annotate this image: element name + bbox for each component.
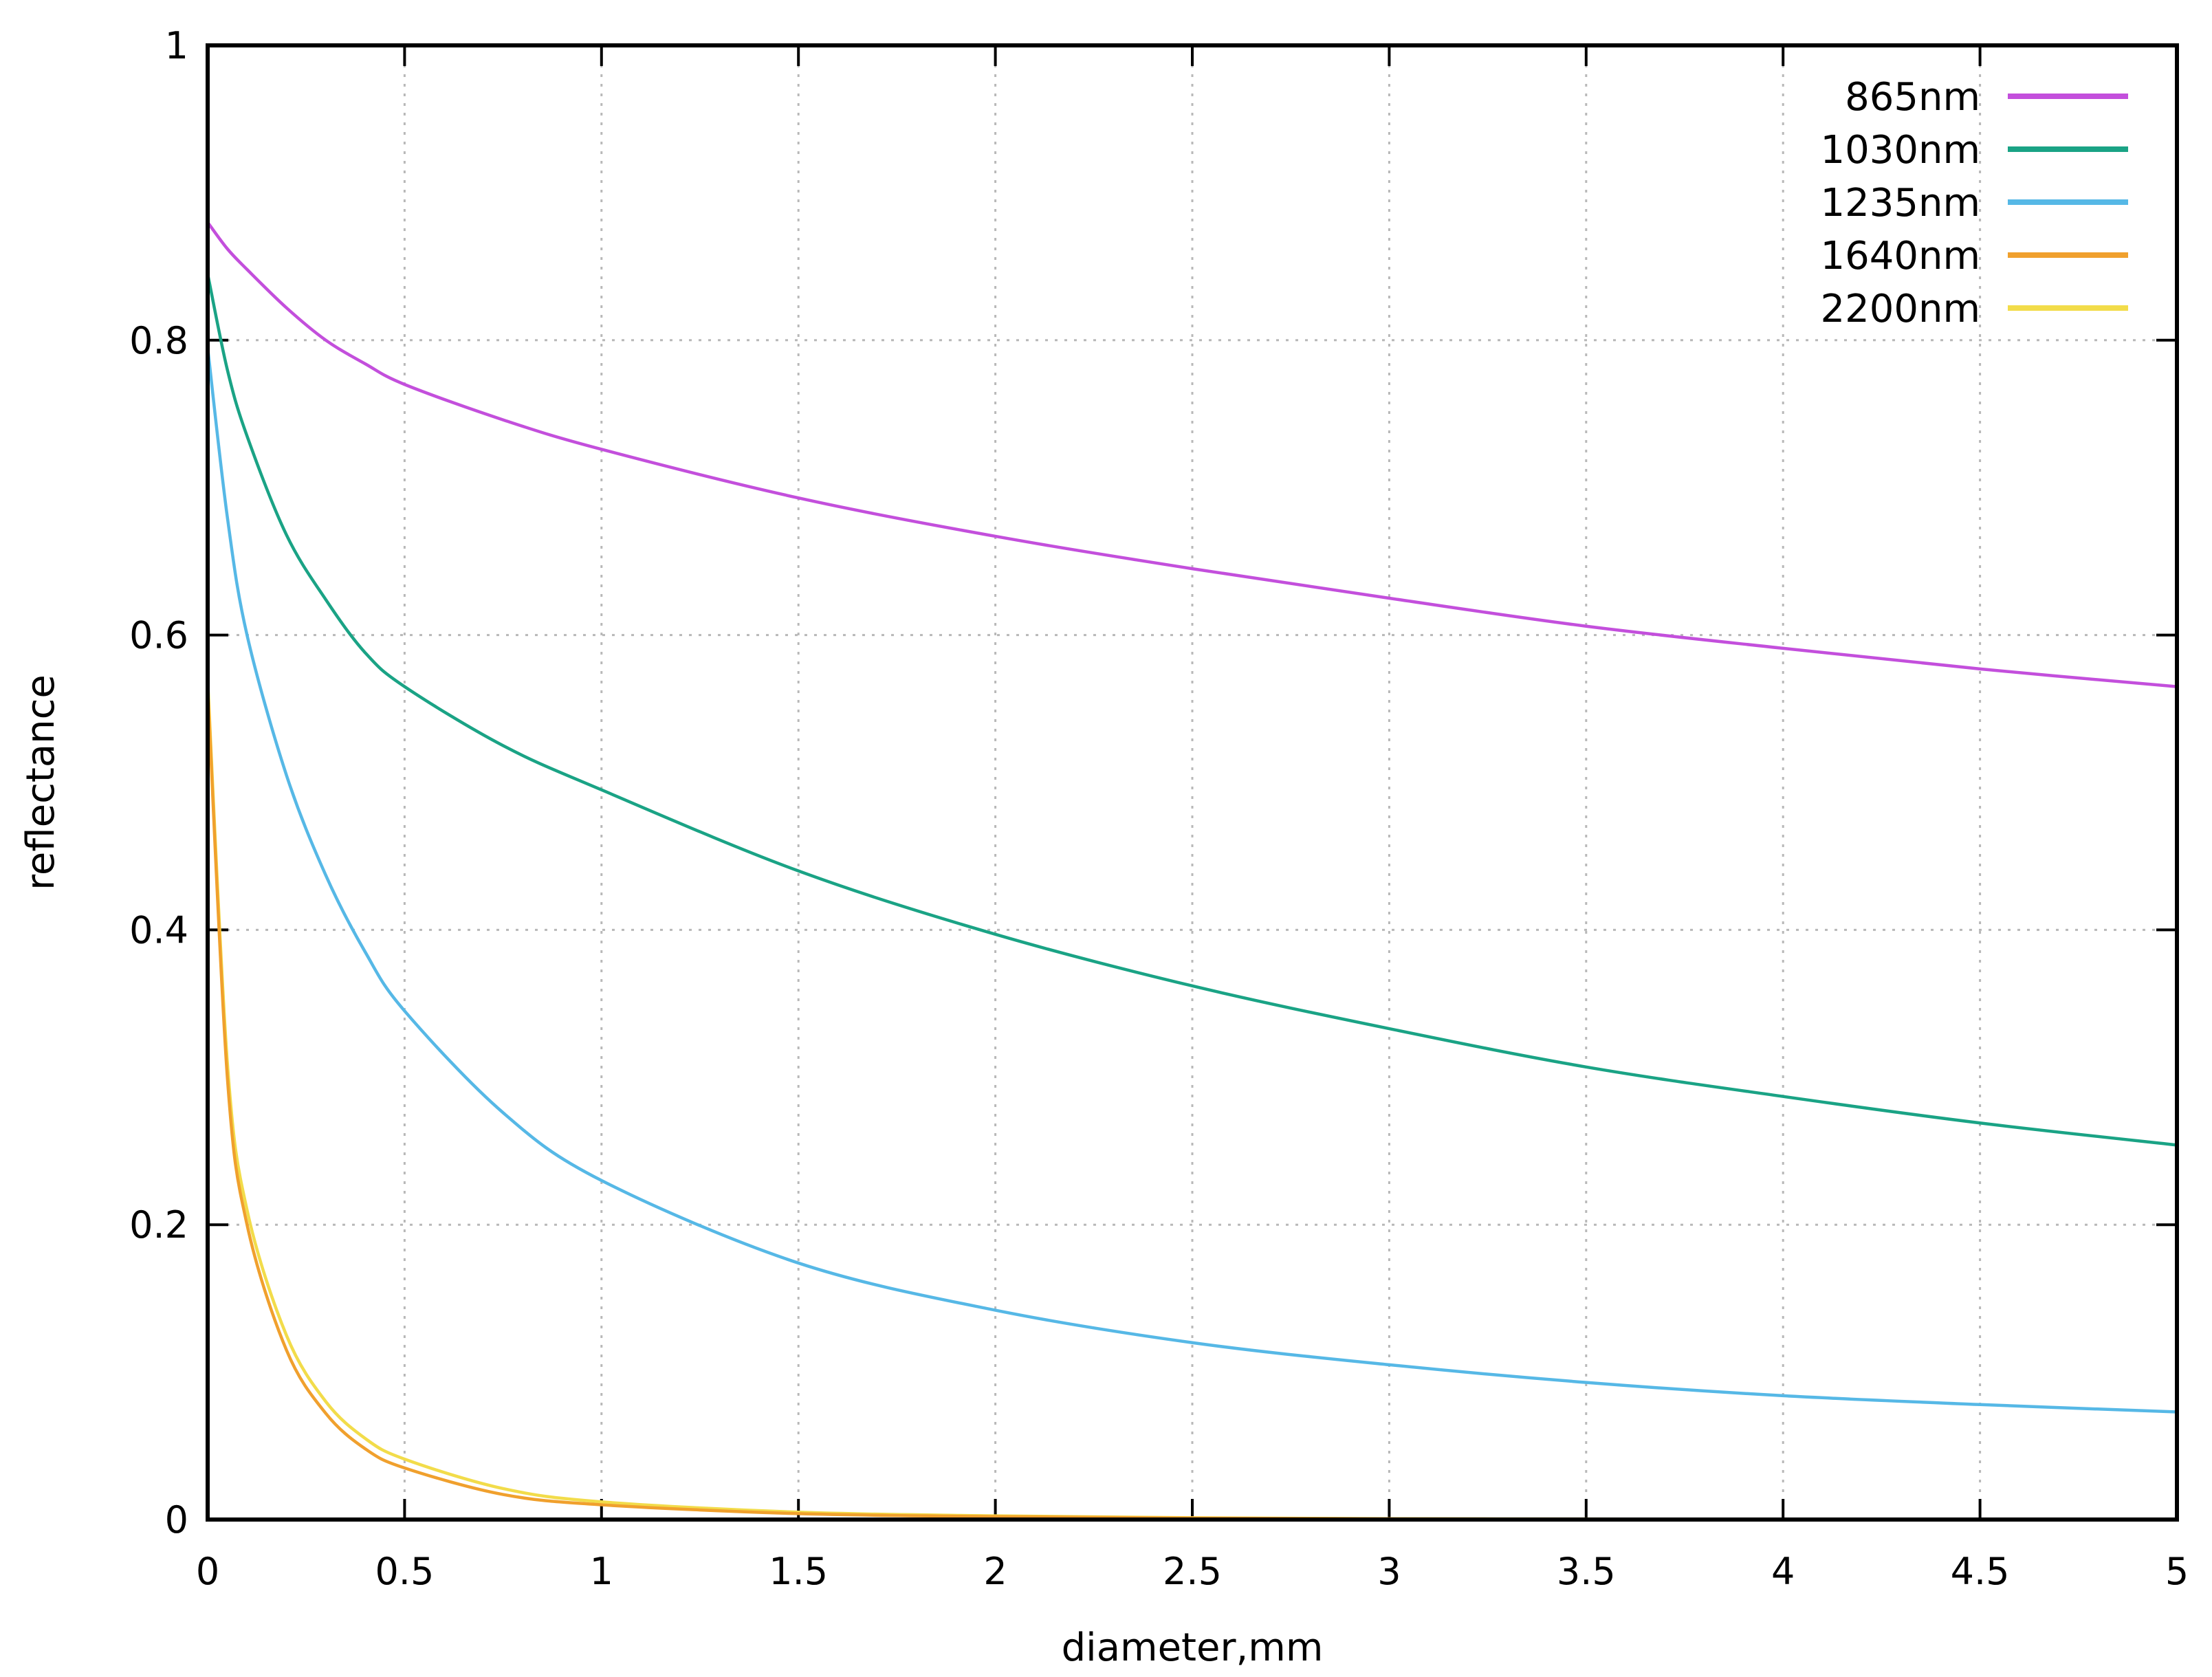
legend-label-2200nm: 2200nm <box>1820 287 1980 331</box>
x-tick-label: 4.5 <box>1951 1550 2010 1593</box>
grid <box>208 45 2177 1520</box>
x-tick-label: 0 <box>196 1550 219 1593</box>
series-line-1030nm <box>206 272 2179 1147</box>
x-tick-label: 1.5 <box>769 1550 828 1593</box>
x-tick-label: 0.5 <box>375 1550 434 1593</box>
plot-frame <box>206 43 2179 1522</box>
legend-label-1030nm: 1030nm <box>1820 128 1980 173</box>
y-tick-label: 0.6 <box>129 614 188 657</box>
legend-label-1640nm: 1640nm <box>1820 234 1980 278</box>
series-line-865nm <box>206 221 2179 688</box>
x-tick-label: 1 <box>590 1550 613 1593</box>
x-tick-label: 5 <box>2165 1550 2189 1593</box>
x-tick-label: 3 <box>1377 1550 1401 1593</box>
y-tick-label: 0.2 <box>129 1203 188 1247</box>
y-axis-title: reflectance <box>19 675 63 890</box>
y-tick-label: 0 <box>165 1498 188 1542</box>
series-layer <box>206 221 2179 1522</box>
y-tick-label: 0.8 <box>129 319 188 362</box>
legend-label-1235nm: 1235nm <box>1820 181 1980 226</box>
x-axis-title: diameter,mm <box>1062 1625 1324 1670</box>
legend: 865nm 1030nm 1235nm 1640nm 2200nm <box>1820 75 2128 331</box>
x-tick-label: 4 <box>1771 1550 1795 1593</box>
y-tick-label: 0.4 <box>129 908 188 952</box>
y-tick-label: 1 <box>165 24 188 67</box>
x-tick-label: 2.5 <box>1163 1550 1222 1593</box>
tick-labels: 0 0.5 1 1.5 2 2.5 3 3.5 4 4.5 5 0 0.2 0.4 0.6 0.8 1 <box>129 24 2189 1593</box>
x-tick-label: 2 <box>983 1550 1007 1593</box>
series-line-1235nm <box>206 346 2179 1414</box>
x-tick-label: 3.5 <box>1557 1550 1616 1593</box>
legend-label-865nm: 865nm <box>1845 75 1980 120</box>
